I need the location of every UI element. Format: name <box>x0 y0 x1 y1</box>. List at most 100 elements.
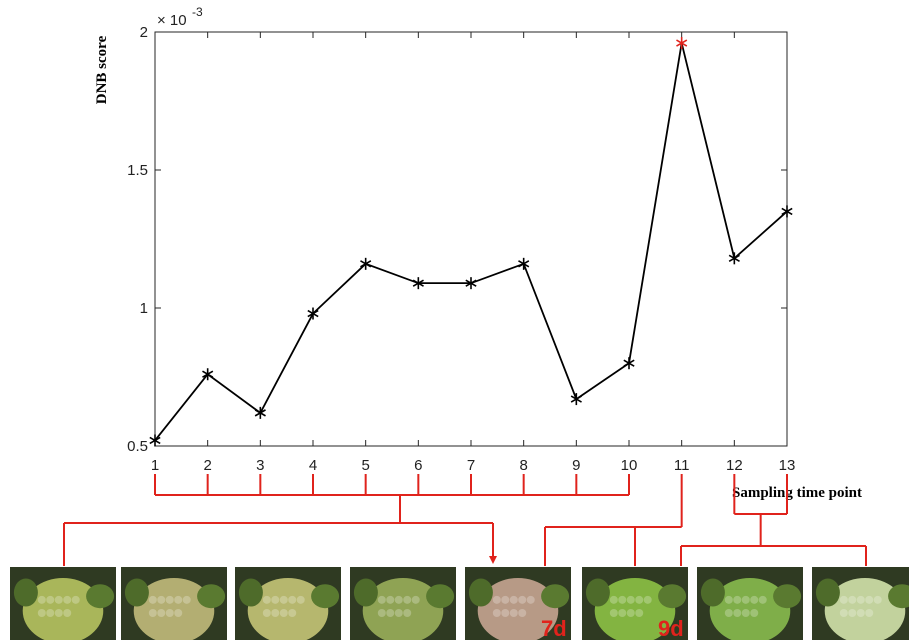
leaf-shape <box>888 584 909 609</box>
flower-bud <box>165 608 174 617</box>
flower-bud <box>411 595 420 604</box>
y-exponent-label: × 10 <box>157 12 187 29</box>
flower-bud <box>377 608 386 617</box>
flower-cluster <box>247 577 329 640</box>
flower-bud <box>403 608 412 617</box>
x-tick-label: 10 <box>621 457 638 474</box>
flower-bud <box>733 595 742 604</box>
data-point-marker <box>360 257 372 270</box>
x-tick-label: 8 <box>519 457 527 474</box>
flower-bud <box>182 595 191 604</box>
leaf-shape <box>13 578 38 607</box>
series-line <box>154 42 788 442</box>
flower-bud <box>54 608 63 617</box>
x-tick-label: 12 <box>726 457 743 474</box>
group-brackets <box>63 474 867 566</box>
flower-bud <box>839 608 848 617</box>
data-point-marker <box>728 252 740 265</box>
leaf-shape <box>468 578 493 607</box>
flower-bud <box>626 608 635 617</box>
flower-bud <box>37 608 46 617</box>
flower-bud <box>609 595 618 604</box>
x-tick-label: 7 <box>467 457 475 474</box>
y-tick-label: 1.5 <box>127 162 148 179</box>
flower-bud <box>839 595 848 604</box>
flower-bud <box>526 595 535 604</box>
flower-bud <box>157 595 166 604</box>
data-point-marker <box>781 205 793 218</box>
flower-bud <box>157 608 166 617</box>
flower-bud <box>873 595 882 604</box>
flower-bud <box>288 608 297 617</box>
flower-bud <box>635 595 644 604</box>
flower-bud <box>279 608 288 617</box>
flower-bud <box>501 595 510 604</box>
flower-bud <box>37 595 46 604</box>
x-tick-label: 4 <box>309 457 317 474</box>
flower-bud <box>741 595 750 604</box>
data-point-marker <box>149 434 161 447</box>
flower-bud <box>386 595 395 604</box>
peak-point-marker <box>676 37 688 50</box>
flower-bud <box>865 595 874 604</box>
flower-bud <box>626 595 635 604</box>
flower-bud <box>148 608 157 617</box>
data-point-marker <box>623 357 635 370</box>
photo-strip: 7d 9d <box>10 567 909 640</box>
flower-cluster <box>22 577 104 640</box>
x-tick-label: 5 <box>361 457 369 474</box>
leaf-shape <box>658 584 687 609</box>
flower-photo <box>697 567 803 640</box>
flower-photo <box>235 567 341 640</box>
flower-bud <box>394 608 403 617</box>
photo-day-label: 7d <box>541 616 567 640</box>
asterisk-stroke <box>676 39 688 47</box>
flower-bud <box>492 608 501 617</box>
flower-bud <box>63 608 72 617</box>
asterisk-stroke <box>781 207 793 216</box>
x-tick-label: 6 <box>414 457 422 474</box>
data-point-marker <box>518 257 530 270</box>
y-tick-label: 1 <box>140 300 148 317</box>
plot-area <box>154 31 788 447</box>
flower-bud <box>501 608 510 617</box>
leaf-shape <box>426 584 455 609</box>
flower-bud <box>848 595 857 604</box>
flower-bud <box>279 595 288 604</box>
x-tick-label: 3 <box>256 457 264 474</box>
flower-photo: 7d <box>465 567 571 640</box>
leaf-shape <box>238 578 263 607</box>
data-point-marker <box>307 307 319 320</box>
flower-bud <box>724 608 733 617</box>
flower-cluster <box>133 577 215 640</box>
flower-bud <box>271 595 280 604</box>
data-point-marker <box>412 277 424 290</box>
flower-bud <box>848 608 857 617</box>
data-point-marker <box>254 406 266 419</box>
x-tick-label: 13 <box>779 457 796 474</box>
flower-photo: 9d <box>582 567 688 640</box>
x-tick-label: 2 <box>203 457 211 474</box>
x-axis: 1 2 3 4 5 6 7 8 9 10 11 12 13 <box>151 32 796 474</box>
flower-bud <box>174 608 183 617</box>
flower-bud <box>403 595 412 604</box>
flower-bud <box>609 608 618 617</box>
flower-bud <box>63 595 72 604</box>
flower-bud <box>856 595 865 604</box>
flower-bud <box>71 595 80 604</box>
leaf-shape <box>86 584 115 609</box>
data-point-marker <box>465 277 477 290</box>
flower-bud <box>618 595 627 604</box>
flower-bud <box>165 595 174 604</box>
leaf-shape <box>124 578 149 607</box>
flower-bud <box>750 608 759 617</box>
flower-bud <box>509 608 518 617</box>
flower-cluster <box>362 577 444 640</box>
flower-bud <box>733 608 742 617</box>
data-point-marker <box>570 393 582 406</box>
flower-bud <box>643 595 652 604</box>
flower-bud <box>518 595 527 604</box>
flower-bud <box>148 595 157 604</box>
leaf-shape <box>700 578 725 607</box>
y-tick-label: 2 <box>140 24 148 41</box>
